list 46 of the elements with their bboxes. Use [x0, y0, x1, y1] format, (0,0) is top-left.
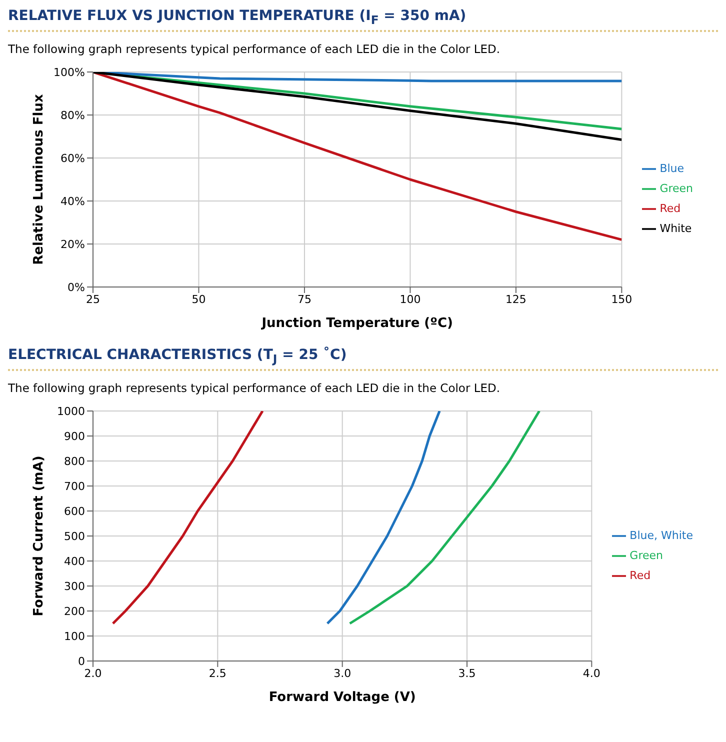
x-tick-label: 150	[611, 292, 632, 306]
legend-label: Green	[630, 548, 663, 562]
x-tick-label: 3.0	[334, 666, 352, 680]
y-tick-label: 200	[64, 604, 85, 618]
x-tick-label: 100	[400, 292, 421, 306]
chart-subtitle: The following graph represents typical performance of each LED die in the Color LED.	[8, 380, 502, 395]
y-tick-label: 0%	[68, 280, 85, 294]
line-series	[112, 410, 264, 624]
y-tick-label: 400	[64, 554, 85, 568]
y-tick-label: 60%	[60, 152, 85, 165]
legend-label: Green	[660, 182, 693, 196]
x-tick-label: 25	[86, 292, 100, 306]
y-tick-label: 700	[64, 480, 85, 492]
chart-subtitle: The following graph represents typical performance of each LED die in the Color LED.	[8, 42, 502, 56]
x-tick-label: 75	[297, 292, 312, 306]
y-tick-label: 500	[64, 530, 85, 542]
chart-title: ELECTRICAL CHARACTERISTICS (T$_{J}$ = 25 ˚C)	[8, 346, 718, 371]
legend-label: Red	[630, 568, 651, 582]
legend-label: Blue	[660, 162, 684, 176]
x-axis-title: Forward Voltage (V)	[268, 690, 416, 705]
y-tick-label: 900	[64, 430, 85, 442]
y-tick-label: 300	[64, 580, 85, 592]
x-tick-label: 125	[505, 292, 526, 306]
x-tick-label: 50	[192, 292, 206, 306]
x-tick-label: 2.0	[84, 666, 102, 680]
legend-label: White	[660, 222, 692, 236]
legend-label: Red	[660, 202, 681, 216]
x-tick-label: 4.0	[582, 666, 600, 680]
y-axis-title: Relative Luminous Flux	[32, 93, 47, 265]
y-tick-label: 100%	[54, 66, 85, 79]
x-tick-label: 2.5	[208, 666, 226, 680]
line-series	[348, 410, 541, 624]
y-tick-label: 20%	[60, 238, 85, 251]
y-tick-label: 80%	[60, 108, 85, 122]
y-tick-label: 40%	[60, 194, 85, 208]
y-tick-label: 0	[78, 654, 85, 668]
legend-label: Blue, White	[630, 528, 693, 542]
y-tick-label: 600	[64, 504, 85, 518]
y-tick-label: 800	[64, 454, 85, 468]
y-axis-title: Forward Current (mA)	[32, 455, 47, 616]
chart-title: RELATIVE FLUX VS JUNCTION TEMPERATURE (I$_{F}$ = 350 mA)	[8, 8, 718, 32]
line-series	[326, 410, 441, 624]
y-tick-label: 100	[64, 630, 85, 642]
y-tick-label: 1000	[57, 404, 85, 418]
x-axis-title: Junction Temperature (ºC)	[260, 316, 453, 331]
x-tick-label: 3.5	[458, 666, 476, 680]
